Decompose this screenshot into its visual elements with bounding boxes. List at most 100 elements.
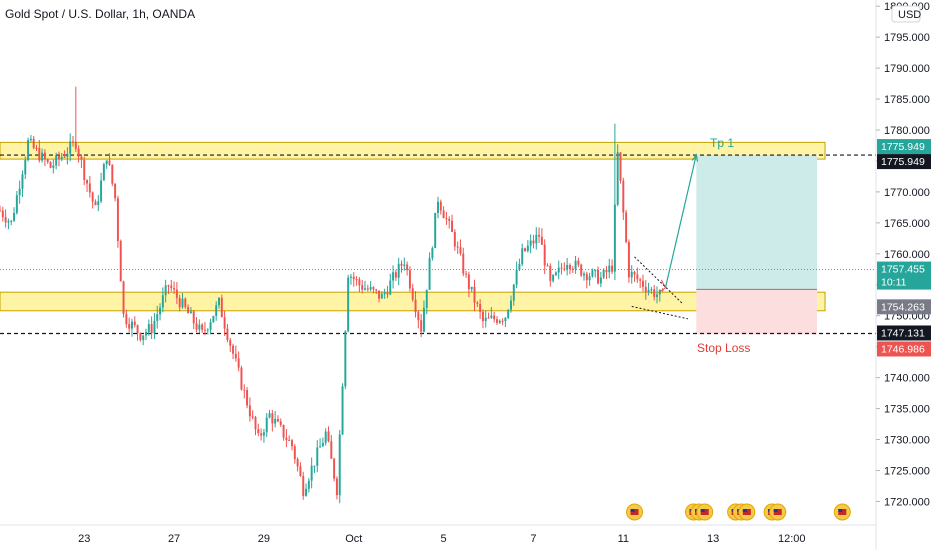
candle-body (291, 440, 293, 447)
candle-body (198, 324, 201, 330)
candle-body (650, 289, 653, 291)
price-badge-entry (877, 299, 931, 315)
candle-body (32, 138, 35, 148)
wedge-line-2[interactable] (631, 305, 688, 320)
candle-body (369, 287, 372, 290)
candle-body (1, 210, 4, 218)
candle-body (234, 353, 237, 359)
candle-body (29, 138, 32, 141)
candle-body (302, 476, 305, 496)
flag-canton-icon (742, 509, 747, 512)
price-axis[interactable]: 1720.000 1725.000 1730.000 1735.000 1740.000… (875, 0, 931, 550)
candle-body (546, 265, 549, 267)
candle-body (490, 315, 493, 318)
candles-layer (0, 86, 664, 504)
chart-title: Gold Spot / U.S. Dollar, 1h, OANDA (5, 7, 195, 21)
candle-body (602, 269, 605, 278)
y-tick-label: 1730.000 (884, 435, 930, 447)
candle-body (7, 220, 10, 223)
candle-body (46, 159, 49, 162)
candle-body (181, 298, 184, 308)
candle-body (4, 217, 7, 223)
candle-body (257, 429, 260, 434)
candle-body (504, 317, 507, 322)
candle-body (55, 155, 58, 166)
currency-box[interactable] (891, 5, 921, 23)
price-badge-text: 1754.263 (881, 301, 925, 313)
candle-body (639, 279, 642, 281)
candle-body (397, 263, 400, 278)
candle-body (15, 195, 18, 214)
candle-body (498, 320, 501, 323)
candle-body (417, 312, 420, 321)
candle-body (282, 424, 285, 438)
candle-body (262, 432, 265, 436)
y-tick-label: 1780.000 (884, 125, 930, 137)
candle-body (265, 417, 268, 433)
candle-body (481, 311, 484, 322)
price-badge-tp-top (877, 139, 931, 155)
candle-body (229, 339, 232, 346)
candle-body (330, 441, 333, 459)
candle-body (406, 264, 409, 271)
candle-body (271, 413, 274, 424)
candle-body (153, 320, 156, 334)
candle-body (580, 264, 583, 276)
candle-body (524, 248, 527, 251)
candle-body (130, 321, 133, 329)
candle-body (43, 152, 46, 160)
time-axis[interactable]: 23 27 29 Oct 5 7 11 13 12:00 (0, 524, 876, 545)
candle-body (18, 188, 21, 196)
candle-body (248, 405, 251, 417)
candle-body (392, 272, 395, 281)
candle-body (52, 165, 55, 168)
currency-label: USD (898, 9, 921, 21)
events-layer[interactable] (626, 503, 851, 521)
y-tick-label: 1740.000 (884, 373, 930, 385)
price-badge-text: 1746.986 (881, 343, 925, 355)
candle-body (445, 218, 448, 220)
wedge-line-1[interactable] (634, 256, 683, 304)
candle-body (220, 297, 223, 318)
candle-body (451, 220, 454, 232)
candle-body (437, 201, 439, 213)
y-tick-label: 1765.000 (884, 218, 930, 230)
candle-body (568, 264, 571, 269)
candle-body (274, 419, 277, 424)
candle-body (237, 358, 240, 368)
x-tick-label: 12:00 (778, 533, 806, 545)
candle-body (111, 164, 114, 184)
flag-canton-icon (700, 509, 705, 512)
projection-start-mark (659, 279, 667, 293)
candle-body (608, 265, 611, 273)
candle-body (510, 300, 512, 310)
candle-body (333, 458, 336, 479)
candle-body (515, 269, 518, 285)
loss-area[interactable] (696, 289, 818, 335)
candle-body (532, 240, 535, 244)
candle-body (142, 335, 145, 340)
candle-body (319, 446, 322, 448)
candle-body (512, 284, 515, 301)
flag-canton-icon (838, 509, 843, 512)
profit-area[interactable] (696, 155, 818, 290)
candle-body (644, 286, 647, 292)
price-badge-tp-line (877, 154, 931, 170)
candle-body (327, 431, 330, 442)
y-tick-label: 1760.000 (884, 249, 930, 261)
candle-body (361, 285, 364, 290)
candle-body (549, 265, 552, 281)
candle-body (305, 488, 308, 496)
candle-body (187, 307, 190, 314)
candle-body (41, 152, 44, 161)
candle-body (243, 389, 246, 391)
candle-body (403, 264, 406, 266)
projection-arrow[interactable] (664, 154, 697, 288)
candle-body (495, 319, 498, 323)
candle-body (366, 288, 369, 290)
candle-body (347, 277, 350, 332)
x-tick-label: 7 (530, 533, 536, 545)
candle-body (122, 281, 125, 315)
candle-body (574, 260, 577, 270)
